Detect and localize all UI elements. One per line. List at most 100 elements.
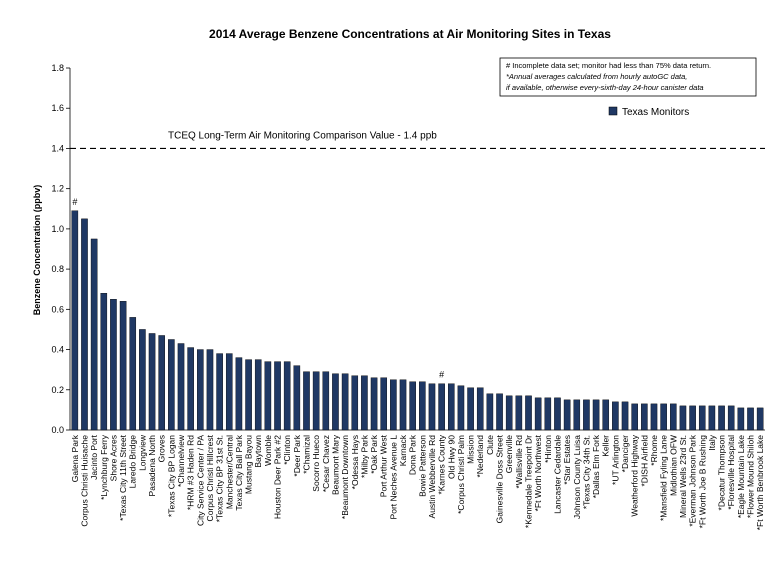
- x-tick-label: Old Hwy 90: [446, 435, 456, 479]
- x-tick-label: Beaumont Mary: [330, 434, 340, 495]
- annotation: #: [72, 197, 77, 207]
- bar: [602, 399, 610, 431]
- note: *Annual averages calculated from hourly …: [506, 72, 687, 81]
- x-tick-label: Austin Webberville Rd: [427, 435, 437, 519]
- bar: [747, 407, 754, 431]
- bar: [476, 387, 484, 431]
- annotation: #: [439, 370, 444, 380]
- bar: [718, 405, 725, 431]
- x-tick-label: *Mansfield Fyling Lane: [659, 435, 669, 521]
- y-tick-label: 0.2: [51, 385, 64, 395]
- x-tick-label: *Cesar Chavez: [321, 435, 331, 492]
- note-box: [499, 57, 757, 97]
- x-tick-label: *UT Arlington: [610, 435, 620, 485]
- bar: [341, 373, 349, 431]
- x-tick-label: *Corpus Christi Palm: [456, 435, 466, 514]
- x-tick-label: *Eagle Mountain Lake: [736, 435, 746, 518]
- bar: [409, 381, 416, 431]
- y-tick-label: 1.8: [51, 63, 64, 73]
- x-tick-label: Mustang Bayou: [244, 435, 254, 494]
- bar: [380, 377, 388, 431]
- bar: [110, 299, 117, 431]
- x-tick-label: *Danciger: [620, 435, 630, 472]
- bar: [197, 349, 204, 431]
- bar: [419, 381, 426, 431]
- bar: [81, 218, 88, 431]
- bar: [158, 335, 165, 431]
- x-tick-label: Mineral Wells 23rd St.: [678, 435, 688, 518]
- bar: [544, 397, 552, 431]
- bar: [438, 383, 445, 431]
- bar: [554, 397, 561, 431]
- bar: [148, 333, 156, 431]
- bar: [670, 403, 677, 431]
- x-tick-label: Corpus Christi Hillcrest: [205, 434, 215, 521]
- x-tick-label: Lancaster Cedardale: [552, 435, 562, 514]
- x-tick-label: City Service Center / PA: [195, 435, 205, 526]
- x-tick-label: Groves: [157, 435, 167, 462]
- bar: [534, 397, 542, 431]
- x-tick-label: *Texas City 11th Street: [118, 434, 128, 520]
- y-axis-label: Benzene Concentration (ppbv): [32, 185, 42, 316]
- bar: [612, 401, 619, 431]
- x-tick-label: *Channelview: [176, 434, 186, 487]
- bar: [563, 399, 571, 431]
- x-tick-label: *Chamizal: [301, 435, 311, 474]
- x-tick-label: Dona Park: [408, 434, 418, 475]
- x-tick-label: *HRM #3 Haden Rd: [186, 435, 196, 510]
- y-tick-label: 1.2: [51, 184, 64, 194]
- chart-title: 2014 Average Benzene Concentrations at A…: [209, 27, 611, 41]
- x-tick-label: Womble: [263, 435, 273, 466]
- bar: [573, 399, 581, 431]
- x-tick-label: *Deer Park: [292, 434, 302, 476]
- bar: [303, 371, 310, 431]
- x-tick-label: *Karnes County: [437, 434, 447, 494]
- y-tick-label: 1.6: [51, 103, 64, 113]
- y-tick-label: 0.0: [51, 425, 64, 435]
- bar: [708, 405, 716, 431]
- bar: [254, 359, 262, 431]
- x-tick-label: *Milby Park: [359, 434, 369, 478]
- x-tick-label: *Oak Park: [369, 434, 379, 473]
- bar: [177, 343, 185, 431]
- x-tick-label: *Texas City 34th St.: [581, 435, 591, 509]
- bar: [100, 293, 108, 431]
- x-tick-label: *Rhome: [649, 435, 659, 466]
- x-tick-label: *Decatur Thompson: [717, 435, 727, 511]
- bar: [447, 383, 455, 431]
- bar: [592, 399, 600, 431]
- x-tick-label: *Star Estates: [562, 435, 572, 485]
- bar: [245, 359, 252, 431]
- x-tick-label: *Ft Worth Joe B Rushing: [697, 435, 707, 529]
- x-tick-label: Greenville: [504, 435, 514, 474]
- bar: [525, 395, 532, 431]
- bar: [679, 405, 687, 431]
- x-tick-label: Socorro Hueco: [311, 435, 321, 492]
- x-tick-label: Baytown: [253, 435, 263, 468]
- x-tick-label: Galena Park: [70, 434, 80, 482]
- bar: [698, 405, 706, 431]
- x-tick-label: Corpus Christi Huisache: [79, 435, 89, 527]
- x-tick-label: *Hinton: [543, 435, 553, 463]
- bar: [129, 317, 137, 431]
- bar: [583, 399, 590, 431]
- bar: [496, 393, 503, 431]
- bar: [660, 403, 667, 431]
- x-tick-label: Clute: [485, 435, 495, 455]
- bar: [235, 357, 243, 431]
- bar: [168, 339, 175, 431]
- bar: [274, 361, 281, 431]
- y-tick-label: 1.0: [51, 224, 64, 234]
- bar: [399, 379, 407, 431]
- bar: [467, 387, 474, 431]
- bar: [90, 238, 98, 431]
- bar: [322, 371, 330, 431]
- bar: [727, 405, 735, 431]
- x-tick-label: *Dallas Elm Fork: [591, 434, 601, 498]
- y-tick-label: 0.6: [51, 304, 64, 314]
- legend-swatch: [608, 106, 618, 116]
- x-tick-label: Italy: [707, 434, 717, 450]
- x-tick-label: Bowie Patterson: [417, 435, 427, 497]
- bar: [756, 407, 764, 431]
